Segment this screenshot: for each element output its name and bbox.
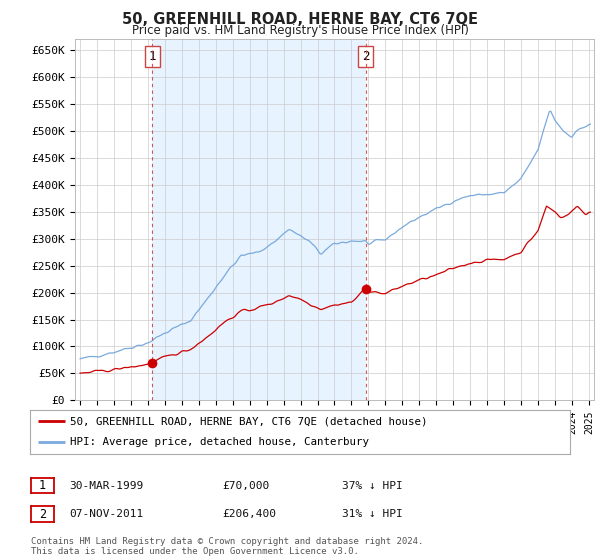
Text: 2: 2 — [39, 507, 46, 521]
Text: £206,400: £206,400 — [222, 509, 276, 519]
Text: 07-NOV-2011: 07-NOV-2011 — [69, 509, 143, 519]
Text: 31% ↓ HPI: 31% ↓ HPI — [342, 509, 403, 519]
Text: 1: 1 — [148, 50, 156, 63]
Text: 37% ↓ HPI: 37% ↓ HPI — [342, 480, 403, 491]
Text: 1: 1 — [39, 479, 46, 492]
Text: 2: 2 — [362, 50, 369, 63]
Text: 30-MAR-1999: 30-MAR-1999 — [69, 480, 143, 491]
Text: £70,000: £70,000 — [222, 480, 269, 491]
Text: 50, GREENHILL ROAD, HERNE BAY, CT6 7QE (detached house): 50, GREENHILL ROAD, HERNE BAY, CT6 7QE (… — [71, 416, 428, 426]
Text: HPI: Average price, detached house, Canterbury: HPI: Average price, detached house, Cant… — [71, 437, 370, 447]
Bar — [152, 39, 365, 400]
Text: Price paid vs. HM Land Registry's House Price Index (HPI): Price paid vs. HM Land Registry's House … — [131, 24, 469, 37]
Text: Contains HM Land Registry data © Crown copyright and database right 2024.
This d: Contains HM Land Registry data © Crown c… — [31, 536, 424, 556]
Text: 50, GREENHILL ROAD, HERNE BAY, CT6 7QE: 50, GREENHILL ROAD, HERNE BAY, CT6 7QE — [122, 12, 478, 27]
